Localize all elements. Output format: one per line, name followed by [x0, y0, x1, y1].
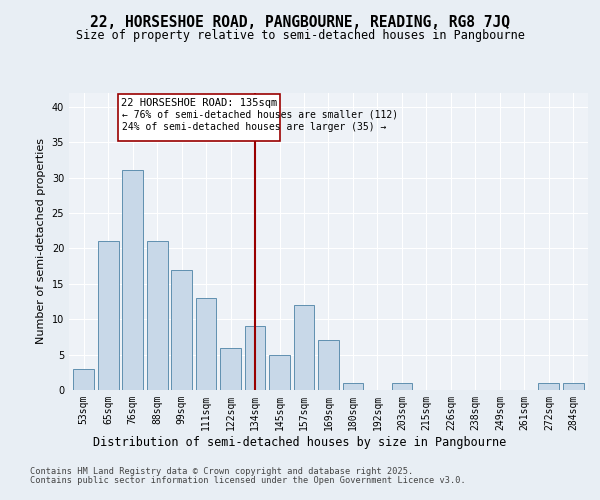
Bar [318, 340, 339, 390]
Bar [147, 242, 167, 390]
Text: Distribution of semi-detached houses by size in Pangbourne: Distribution of semi-detached houses by … [94, 436, 506, 449]
Text: Size of property relative to semi-detached houses in Pangbourne: Size of property relative to semi-detach… [76, 29, 524, 42]
Bar [122, 170, 143, 390]
Bar [392, 383, 412, 390]
Bar [196, 298, 217, 390]
Bar [73, 369, 94, 390]
Bar [269, 354, 290, 390]
Bar [563, 383, 584, 390]
Y-axis label: Number of semi-detached properties: Number of semi-detached properties [36, 138, 46, 344]
Text: 24% of semi-detached houses are larger (35) →: 24% of semi-detached houses are larger (… [122, 122, 386, 132]
Bar [98, 242, 119, 390]
Bar [538, 383, 559, 390]
Text: 22 HORSESHOE ROAD: 135sqm: 22 HORSESHOE ROAD: 135sqm [121, 98, 277, 108]
Text: ← 76% of semi-detached houses are smaller (112): ← 76% of semi-detached houses are smalle… [122, 110, 398, 120]
Text: Contains HM Land Registry data © Crown copyright and database right 2025.: Contains HM Land Registry data © Crown c… [30, 467, 413, 476]
Bar [245, 326, 265, 390]
Text: Contains public sector information licensed under the Open Government Licence v3: Contains public sector information licen… [30, 476, 466, 485]
Bar [343, 383, 364, 390]
Bar [171, 270, 192, 390]
FancyBboxPatch shape [118, 94, 280, 140]
Bar [293, 305, 314, 390]
Bar [220, 348, 241, 390]
Text: 22, HORSESHOE ROAD, PANGBOURNE, READING, RG8 7JQ: 22, HORSESHOE ROAD, PANGBOURNE, READING,… [90, 15, 510, 30]
